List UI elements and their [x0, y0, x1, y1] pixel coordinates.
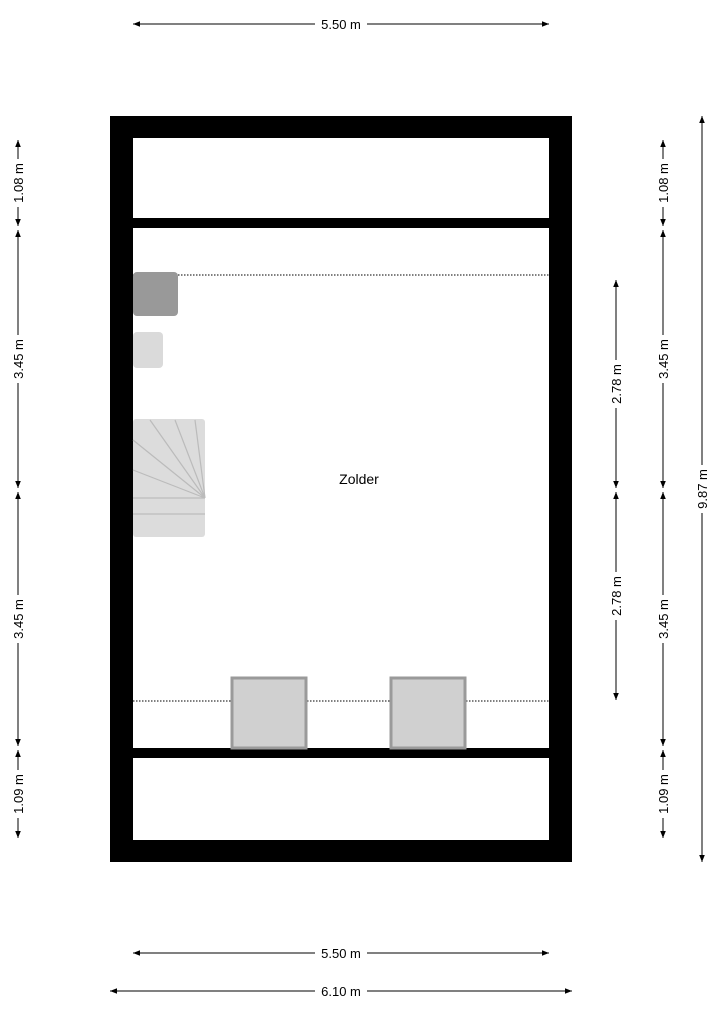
dimension-line: 3.45 m	[655, 492, 671, 746]
dimension-line: 2.78 m	[608, 492, 624, 700]
dimension-line: 9.87 m	[694, 116, 710, 862]
dimension-line: 3.45 m	[10, 230, 26, 488]
dimension-label: 5.50 m	[321, 946, 361, 961]
room-label: Zolder	[339, 471, 379, 487]
dimension-label: 3.45 m	[11, 339, 26, 379]
wall-fixture-light	[133, 332, 163, 368]
dimension-label: 1.09 m	[11, 774, 26, 814]
dimension-label: 2.78 m	[609, 364, 624, 404]
dimension-line: 1.09 m	[655, 750, 671, 838]
wall-fixture-dark	[133, 272, 178, 316]
dimension-label: 6.10 m	[321, 984, 361, 999]
walls	[110, 116, 572, 862]
dimension-label: 1.09 m	[656, 774, 671, 814]
dimension-lines: 5.50 m 5.50 m 6.10 m 1.08 m 1.08 m 3.45 m 3.45…	[10, 16, 710, 999]
dimension-label: 3.45 m	[656, 339, 671, 379]
dimension-line: 1.09 m	[10, 750, 26, 838]
dimension-line: 1.08 m	[655, 140, 671, 226]
dimension-line: 6.10 m	[110, 983, 572, 999]
dimension-label: 1.08 m	[11, 163, 26, 203]
dimension-label: 2.78 m	[609, 576, 624, 616]
dimension-label: 1.08 m	[656, 163, 671, 203]
dimension-line: 5.50 m	[133, 945, 549, 961]
dimension-line: 3.45 m	[10, 492, 26, 746]
dimension-line: 3.45 m	[655, 230, 671, 488]
staircase	[132, 419, 206, 537]
dimension-label: 3.45 m	[656, 599, 671, 639]
bottom-partition-wall	[133, 748, 549, 758]
top-partition-wall	[133, 218, 549, 228]
dimension-line: 1.08 m	[10, 140, 26, 226]
dimension-label: 3.45 m	[11, 599, 26, 639]
roof-window	[389, 676, 467, 750]
dimension-label: 9.87 m	[695, 469, 710, 509]
dimension-line: 2.78 m	[608, 280, 624, 488]
dimension-label: 5.50 m	[321, 17, 361, 32]
roof-window	[230, 676, 308, 750]
dimension-line: 5.50 m	[133, 16, 549, 32]
